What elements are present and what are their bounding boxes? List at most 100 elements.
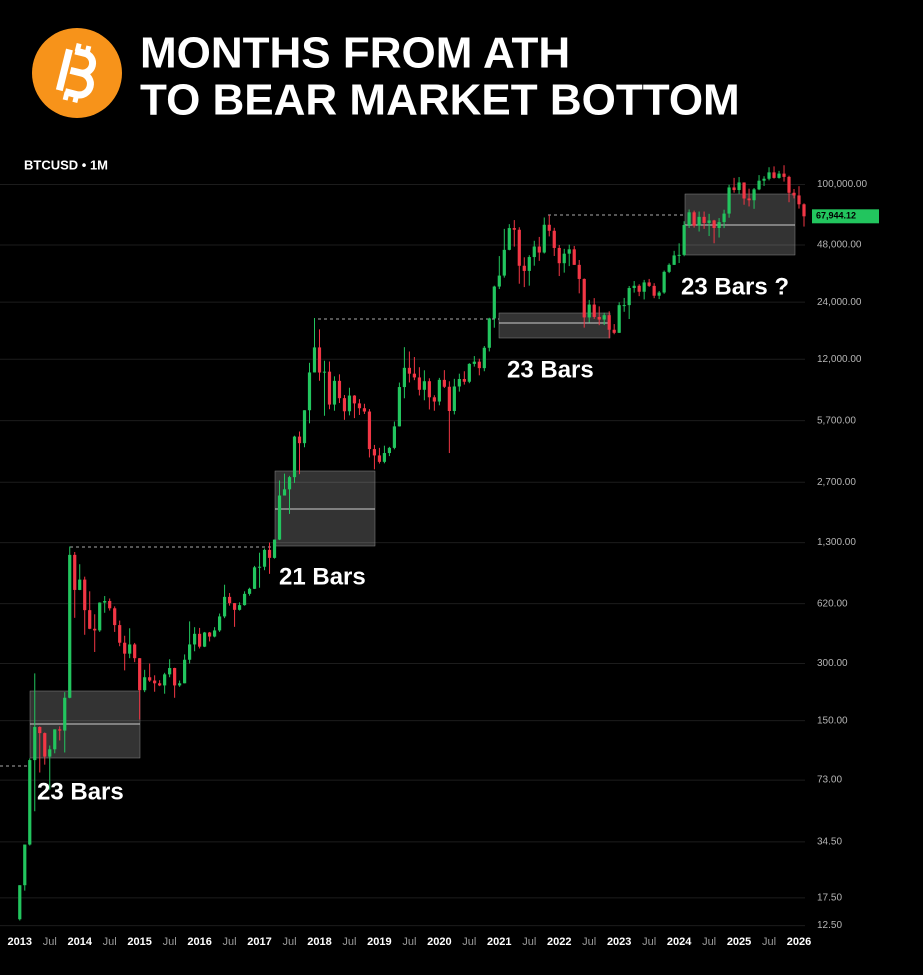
candle-body — [747, 198, 751, 201]
candle-body — [602, 315, 606, 320]
x-tick-label: Jul — [163, 936, 177, 948]
candle-body — [267, 549, 272, 558]
x-tick-label: 2013 — [8, 936, 32, 948]
candle-body — [752, 189, 756, 201]
candle-body — [93, 628, 97, 631]
candle-body — [787, 176, 791, 193]
candle-body — [202, 632, 207, 647]
candle-body — [427, 381, 431, 398]
candle-body — [188, 644, 192, 660]
candle-body — [612, 329, 616, 333]
candle-body — [222, 596, 227, 617]
y-tick-label: 48,000.00 — [817, 240, 862, 251]
annotation: 23 Bars — [507, 356, 594, 383]
candle-body — [487, 318, 491, 348]
x-tick-label: Jul — [702, 936, 716, 948]
candle-body — [88, 610, 92, 629]
candle-body — [587, 304, 591, 318]
x-tick-label: 2026 — [787, 936, 811, 948]
y-tick-label: 5,700.00 — [817, 415, 856, 426]
candle-body — [387, 447, 392, 454]
candle-body — [692, 212, 696, 226]
x-tick-label: 2015 — [127, 936, 151, 948]
candle-body — [108, 601, 112, 609]
candle-body — [48, 749, 52, 757]
candle-body — [143, 677, 147, 691]
x-tick-label: Jul — [103, 936, 117, 948]
candle-body — [28, 760, 32, 845]
logo-glyph — [55, 47, 97, 99]
candle-body — [727, 187, 731, 214]
candle-body — [597, 316, 601, 320]
candle-body — [457, 378, 461, 387]
y-tick-label: 1,300.00 — [817, 537, 856, 548]
candle-body — [133, 644, 137, 659]
x-tick-label: Jul — [282, 936, 296, 948]
candle-body — [397, 387, 402, 427]
candle-body — [497, 275, 501, 287]
candle-body — [517, 229, 521, 266]
y-tick-label: 12.50 — [817, 920, 842, 931]
candle-body — [772, 172, 776, 178]
candle-body — [467, 363, 471, 382]
candle-body — [68, 554, 72, 698]
candle-body — [207, 632, 212, 637]
candle-body — [168, 668, 172, 675]
candle-body — [183, 659, 187, 684]
candle-body — [642, 282, 646, 292]
title-line: MONTHS FROM ATH — [140, 29, 570, 78]
logo-ticks — [62, 43, 92, 103]
candle-body — [527, 257, 531, 271]
x-tick-label: 2014 — [67, 936, 92, 948]
x-tick-label: 2019 — [367, 936, 391, 948]
candle-body — [782, 173, 786, 177]
candle-body — [547, 224, 551, 231]
candle-body — [632, 285, 636, 289]
last-price-tag — [812, 209, 879, 224]
candle-body — [537, 246, 541, 253]
candle-body — [193, 633, 197, 645]
candles — [18, 165, 806, 921]
y-tick-label: 300.00 — [817, 658, 848, 669]
candle-body — [128, 644, 132, 654]
x-tick-label: 2021 — [487, 936, 511, 948]
x-tick-label: 2017 — [247, 936, 271, 948]
candle-body — [552, 230, 556, 248]
y-tick-label: 2,700.00 — [817, 477, 856, 488]
candle-body — [302, 410, 307, 444]
x-tick-label: Jul — [223, 936, 237, 948]
candle-body — [232, 603, 237, 610]
candle-body — [377, 455, 382, 462]
candle-body — [217, 616, 222, 631]
annotation-boxes — [0, 193, 796, 767]
candle-body — [432, 397, 436, 402]
logo-b — [55, 43, 97, 103]
candle-body — [292, 436, 297, 478]
candle-body — [153, 680, 157, 684]
candle-body — [767, 172, 771, 179]
candle-body — [163, 674, 167, 686]
candle-body — [677, 254, 681, 256]
candle-body — [63, 697, 67, 731]
candle-body — [532, 246, 536, 258]
x-tick-label: 2025 — [727, 936, 751, 948]
candle-body — [442, 379, 446, 387]
candle-body — [717, 222, 721, 228]
candle-body — [687, 212, 691, 226]
bitcoin-logo — [32, 28, 122, 118]
candle-body — [247, 588, 252, 594]
x-tick-label: 2016 — [187, 936, 211, 948]
candle-body — [542, 224, 546, 253]
candle-body — [347, 395, 352, 412]
y-tick-label: 34.50 — [817, 837, 842, 848]
y-tick-label: 73.00 — [817, 775, 842, 786]
candle-body — [792, 192, 796, 196]
candle-body — [312, 347, 317, 373]
candle-body — [33, 726, 37, 761]
y-tick-label: 620.00 — [817, 598, 848, 609]
candle-body — [242, 593, 247, 606]
candle-body — [507, 228, 511, 250]
candle-body — [422, 381, 426, 390]
